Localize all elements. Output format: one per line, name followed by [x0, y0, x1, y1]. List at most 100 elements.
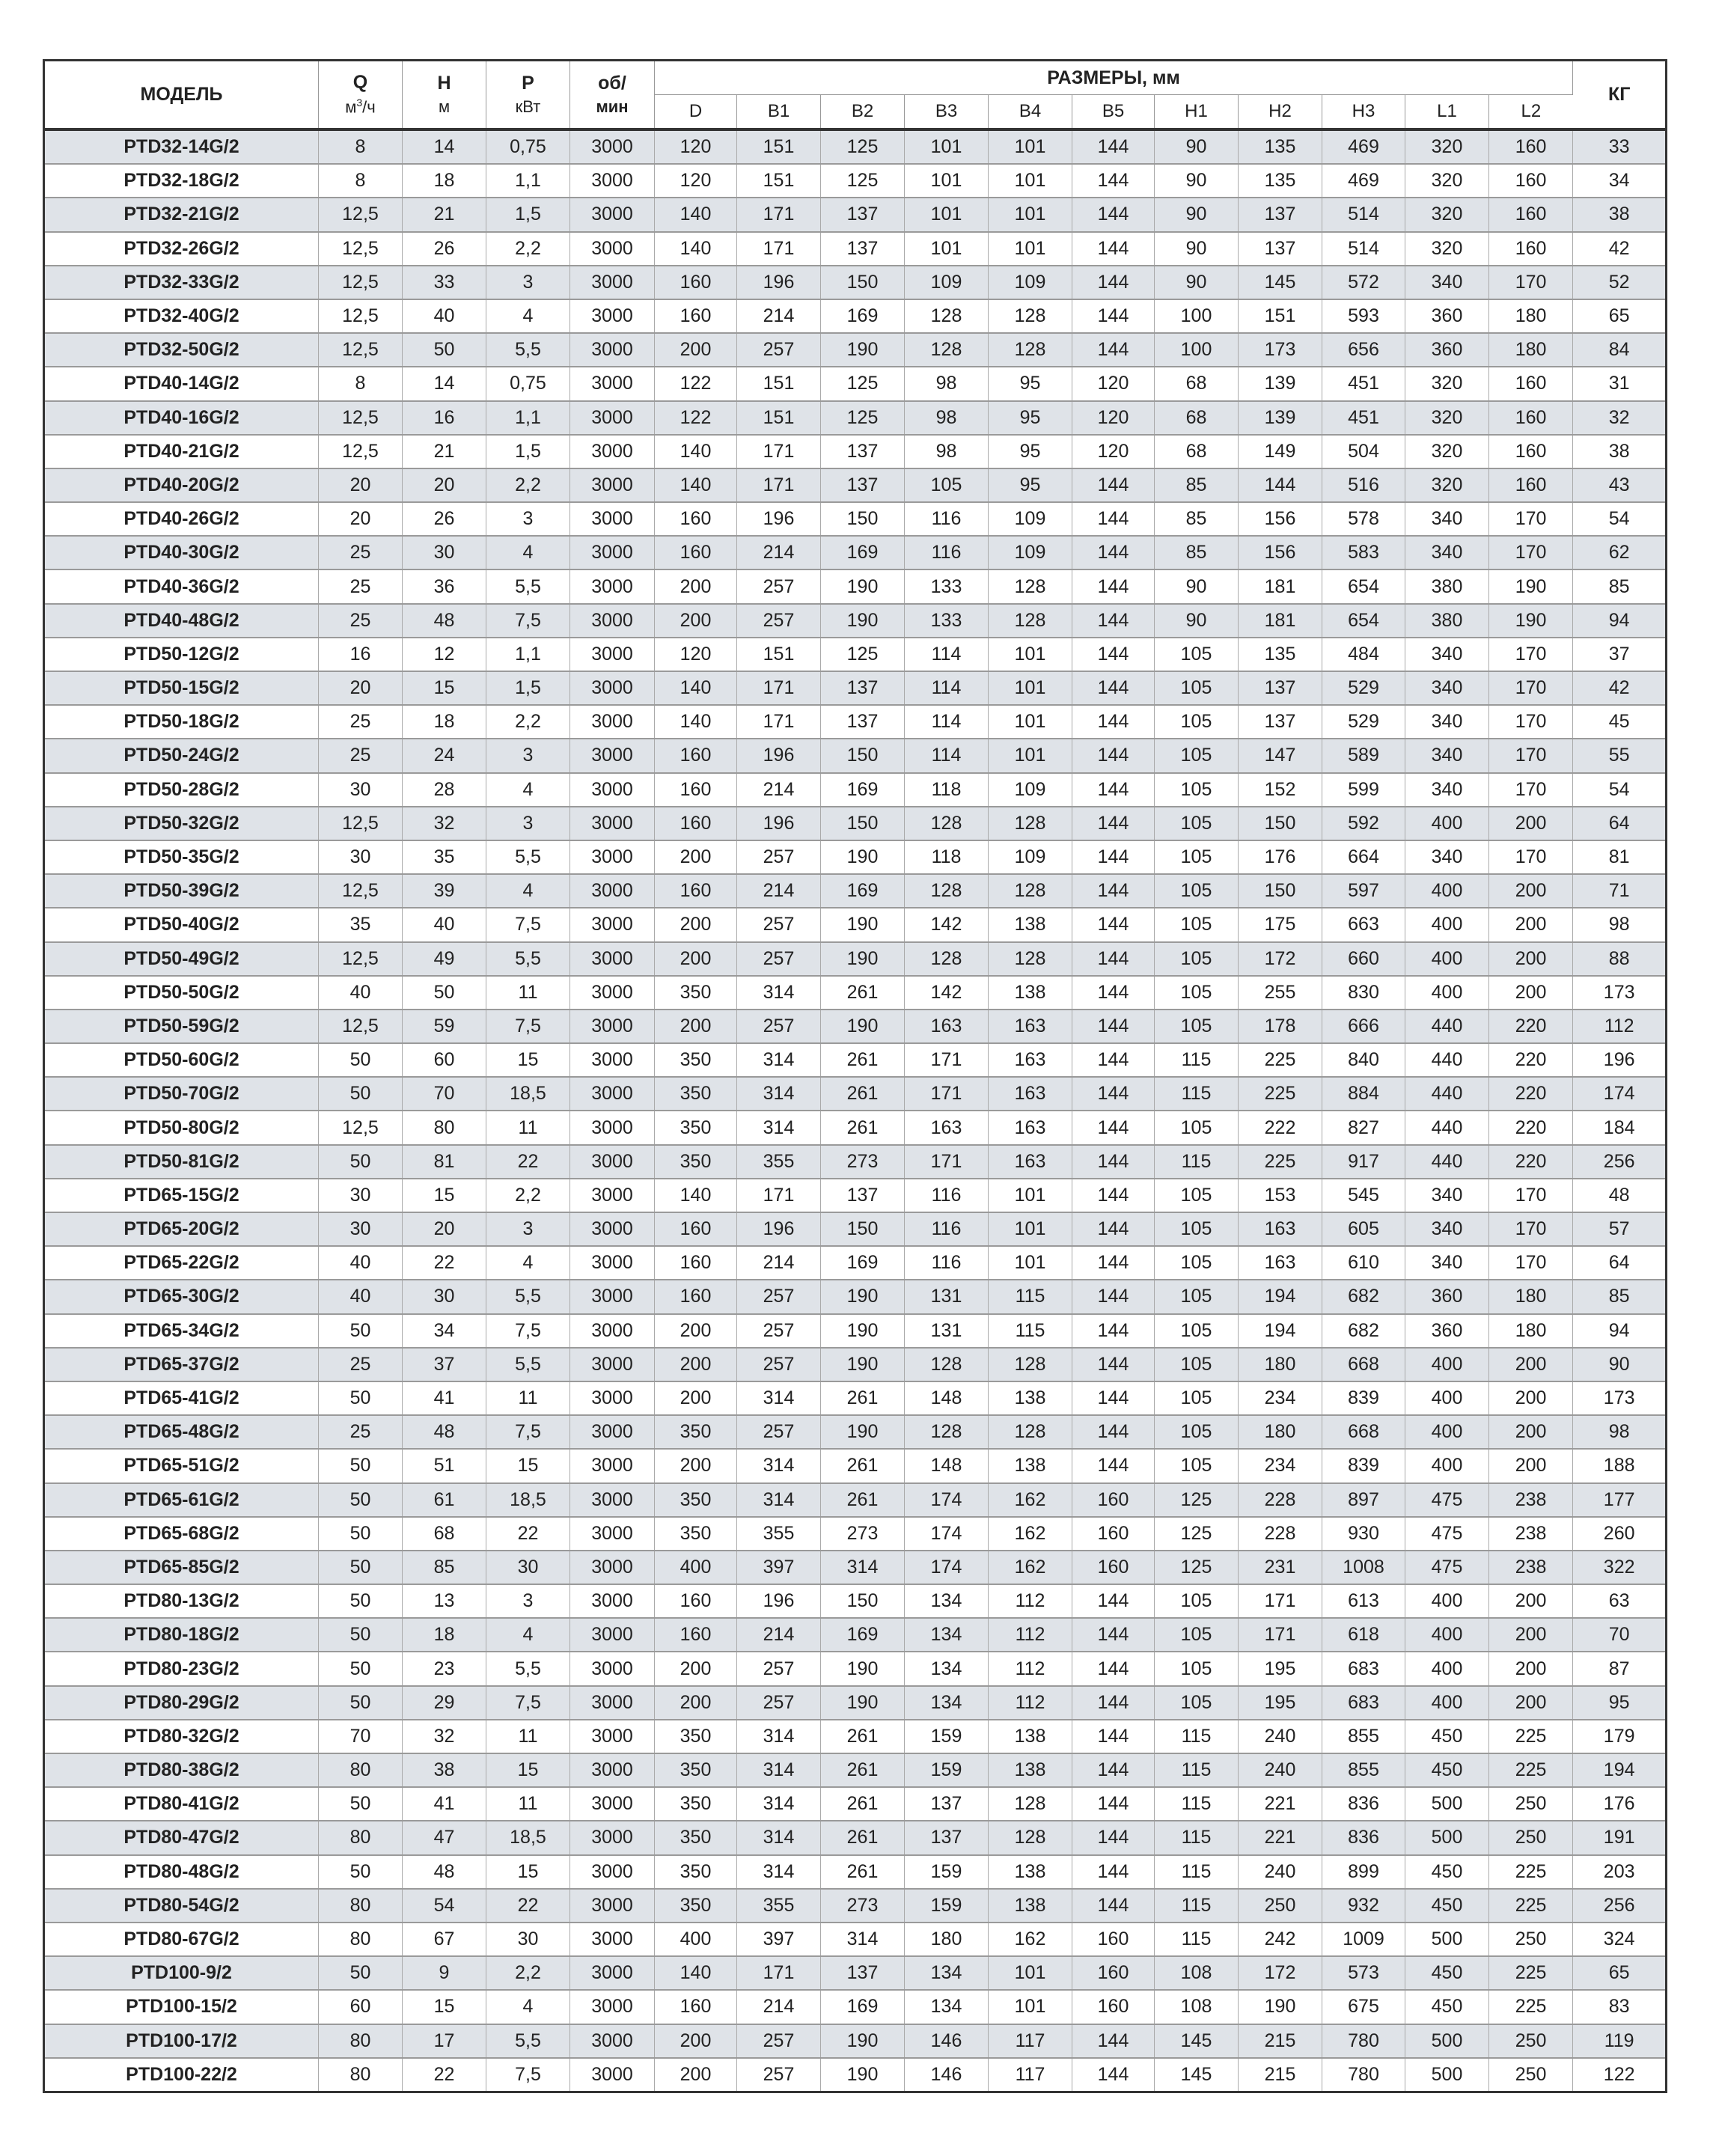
cell-kg: 98	[1572, 1415, 1667, 1450]
cell-q: 12,5	[318, 400, 403, 436]
cell-h3: 675	[1322, 1990, 1405, 2025]
cell-l1: 475	[1405, 1516, 1489, 1551]
cell-b5: 144	[1072, 333, 1155, 368]
cell-l2: 180	[1488, 1280, 1574, 1315]
cell-d: 350	[654, 1077, 737, 1112]
cell-d: 160	[654, 1280, 737, 1315]
cell-l2: 160	[1488, 231, 1574, 266]
cell-b2: 190	[820, 1009, 905, 1045]
cell-b5: 144	[1072, 265, 1155, 300]
table-row: PTD65-85G/2 50 85 30 3000 400 397 314 174 162 160 1…	[43, 1550, 1667, 1586]
cell-l1: 475	[1405, 1482, 1489, 1518]
cell-b4: 138	[988, 908, 1072, 943]
cell-d: 200	[654, 1347, 737, 1382]
cell-h3: 545	[1322, 1178, 1405, 1214]
cell-h3: 469	[1322, 164, 1405, 199]
cell-b4: 95	[988, 468, 1072, 504]
cell-b1: 397	[736, 1922, 821, 1958]
cell-h3: 613	[1322, 1584, 1405, 1619]
cell-l1: 400	[1405, 1381, 1489, 1417]
cell-q: 40	[318, 1280, 403, 1315]
cell-model: PTD32-40G/2	[43, 299, 319, 335]
cell-p: 1,5	[486, 671, 570, 706]
cell-h3: 589	[1322, 739, 1405, 774]
cell-b2: 137	[820, 671, 905, 706]
cell-h1: 105	[1154, 1212, 1239, 1248]
cell-rpm: 3000	[570, 1178, 655, 1214]
header-p-unit: кВт	[515, 97, 541, 116]
cell-b3: 171	[904, 1043, 989, 1078]
cell-h3: 780	[1322, 2057, 1405, 2092]
table-row: PTD32-33G/2 12,5 33 3 3000 160 196 150 109 109 144…	[43, 265, 1667, 300]
cell-b5: 144	[1072, 1685, 1155, 1720]
cell-rpm: 3000	[570, 1212, 655, 1248]
cell-b4: 115	[988, 1313, 1072, 1349]
cell-h1: 105	[1154, 1280, 1239, 1315]
cell-h1: 90	[1154, 569, 1239, 605]
cell-h1: 105	[1154, 908, 1239, 943]
cell-model: PTD65-85G/2	[43, 1550, 319, 1586]
cell-b3: 128	[904, 1415, 989, 1450]
cell-l1: 320	[1405, 468, 1489, 504]
cell-b2: 150	[820, 265, 905, 300]
cell-h3: 683	[1322, 1652, 1405, 1687]
cell-b1: 257	[736, 1280, 821, 1315]
cell-b1: 151	[736, 129, 821, 165]
header-dim-b1: B1	[736, 94, 821, 131]
cell-p: 30	[486, 1922, 570, 1958]
cell-h3: 668	[1322, 1415, 1405, 1450]
cell-model: PTD65-68G/2	[43, 1516, 319, 1551]
cell-l2: 225	[1488, 1956, 1574, 1991]
cell-model: PTD80-18G/2	[43, 1618, 319, 1653]
cell-rpm: 3000	[570, 231, 655, 266]
cell-p: 15	[486, 1043, 570, 1078]
cell-h2: 139	[1238, 400, 1322, 436]
cell-h3: 573	[1322, 1956, 1405, 1991]
cell-b1: 314	[736, 975, 821, 1010]
cell-h3: 593	[1322, 299, 1405, 335]
cell-d: 140	[654, 198, 737, 233]
cell-b1: 314	[736, 1821, 821, 1856]
cell-b4: 128	[988, 603, 1072, 638]
cell-rpm: 3000	[570, 265, 655, 300]
cell-b2: 150	[820, 806, 905, 841]
cell-l1: 440	[1405, 1144, 1489, 1179]
cell-b5: 120	[1072, 434, 1155, 469]
cell-d: 350	[654, 1821, 737, 1856]
cell-q: 12,5	[318, 265, 403, 300]
cell-h1: 115	[1154, 1144, 1239, 1179]
cell-d: 140	[654, 468, 737, 504]
cell-p: 3	[486, 739, 570, 774]
table-row: PTD50-28G/2 30 28 4 3000 160 214 169 118 109 144 10…	[43, 772, 1667, 807]
cell-b1: 257	[736, 1313, 821, 1349]
cell-h3: 855	[1322, 1719, 1405, 1755]
cell-b5: 144	[1072, 705, 1155, 740]
cell-h2: 181	[1238, 569, 1322, 605]
cell-h: 15	[402, 671, 486, 706]
cell-h3: 683	[1322, 1685, 1405, 1720]
cell-b5: 144	[1072, 1280, 1155, 1315]
cell-model: PTD40-20G/2	[43, 468, 319, 504]
cell-h2: 194	[1238, 1313, 1322, 1349]
cell-b3: 116	[904, 1246, 989, 1281]
cell-rpm: 3000	[570, 2057, 655, 2092]
cell-b3: 159	[904, 1719, 989, 1755]
cell-h1: 105	[1154, 806, 1239, 841]
cell-h2: 144	[1238, 468, 1322, 504]
table-row: PTD40-21G/2 12,5 21 1,5 3000 140 171 137 98 95 120…	[43, 434, 1667, 469]
cell-b5: 160	[1072, 1922, 1155, 1958]
cell-b1: 397	[736, 1550, 821, 1586]
cell-b5: 144	[1072, 231, 1155, 266]
cell-model: PTD50-59G/2	[43, 1009, 319, 1045]
cell-kg: 173	[1572, 975, 1667, 1010]
cell-d: 350	[654, 1482, 737, 1518]
cell-h1: 108	[1154, 1956, 1239, 1991]
cell-h3: 605	[1322, 1212, 1405, 1248]
cell-b2: 190	[820, 1652, 905, 1687]
cell-rpm: 3000	[570, 671, 655, 706]
table-row: PTD50-24G/2 25 24 3 3000 160 196 150 114 101 144 10…	[43, 739, 1667, 774]
cell-b2: 190	[820, 569, 905, 605]
cell-b1: 151	[736, 400, 821, 436]
cell-q: 50	[318, 1144, 403, 1179]
cell-h: 18	[402, 1618, 486, 1653]
